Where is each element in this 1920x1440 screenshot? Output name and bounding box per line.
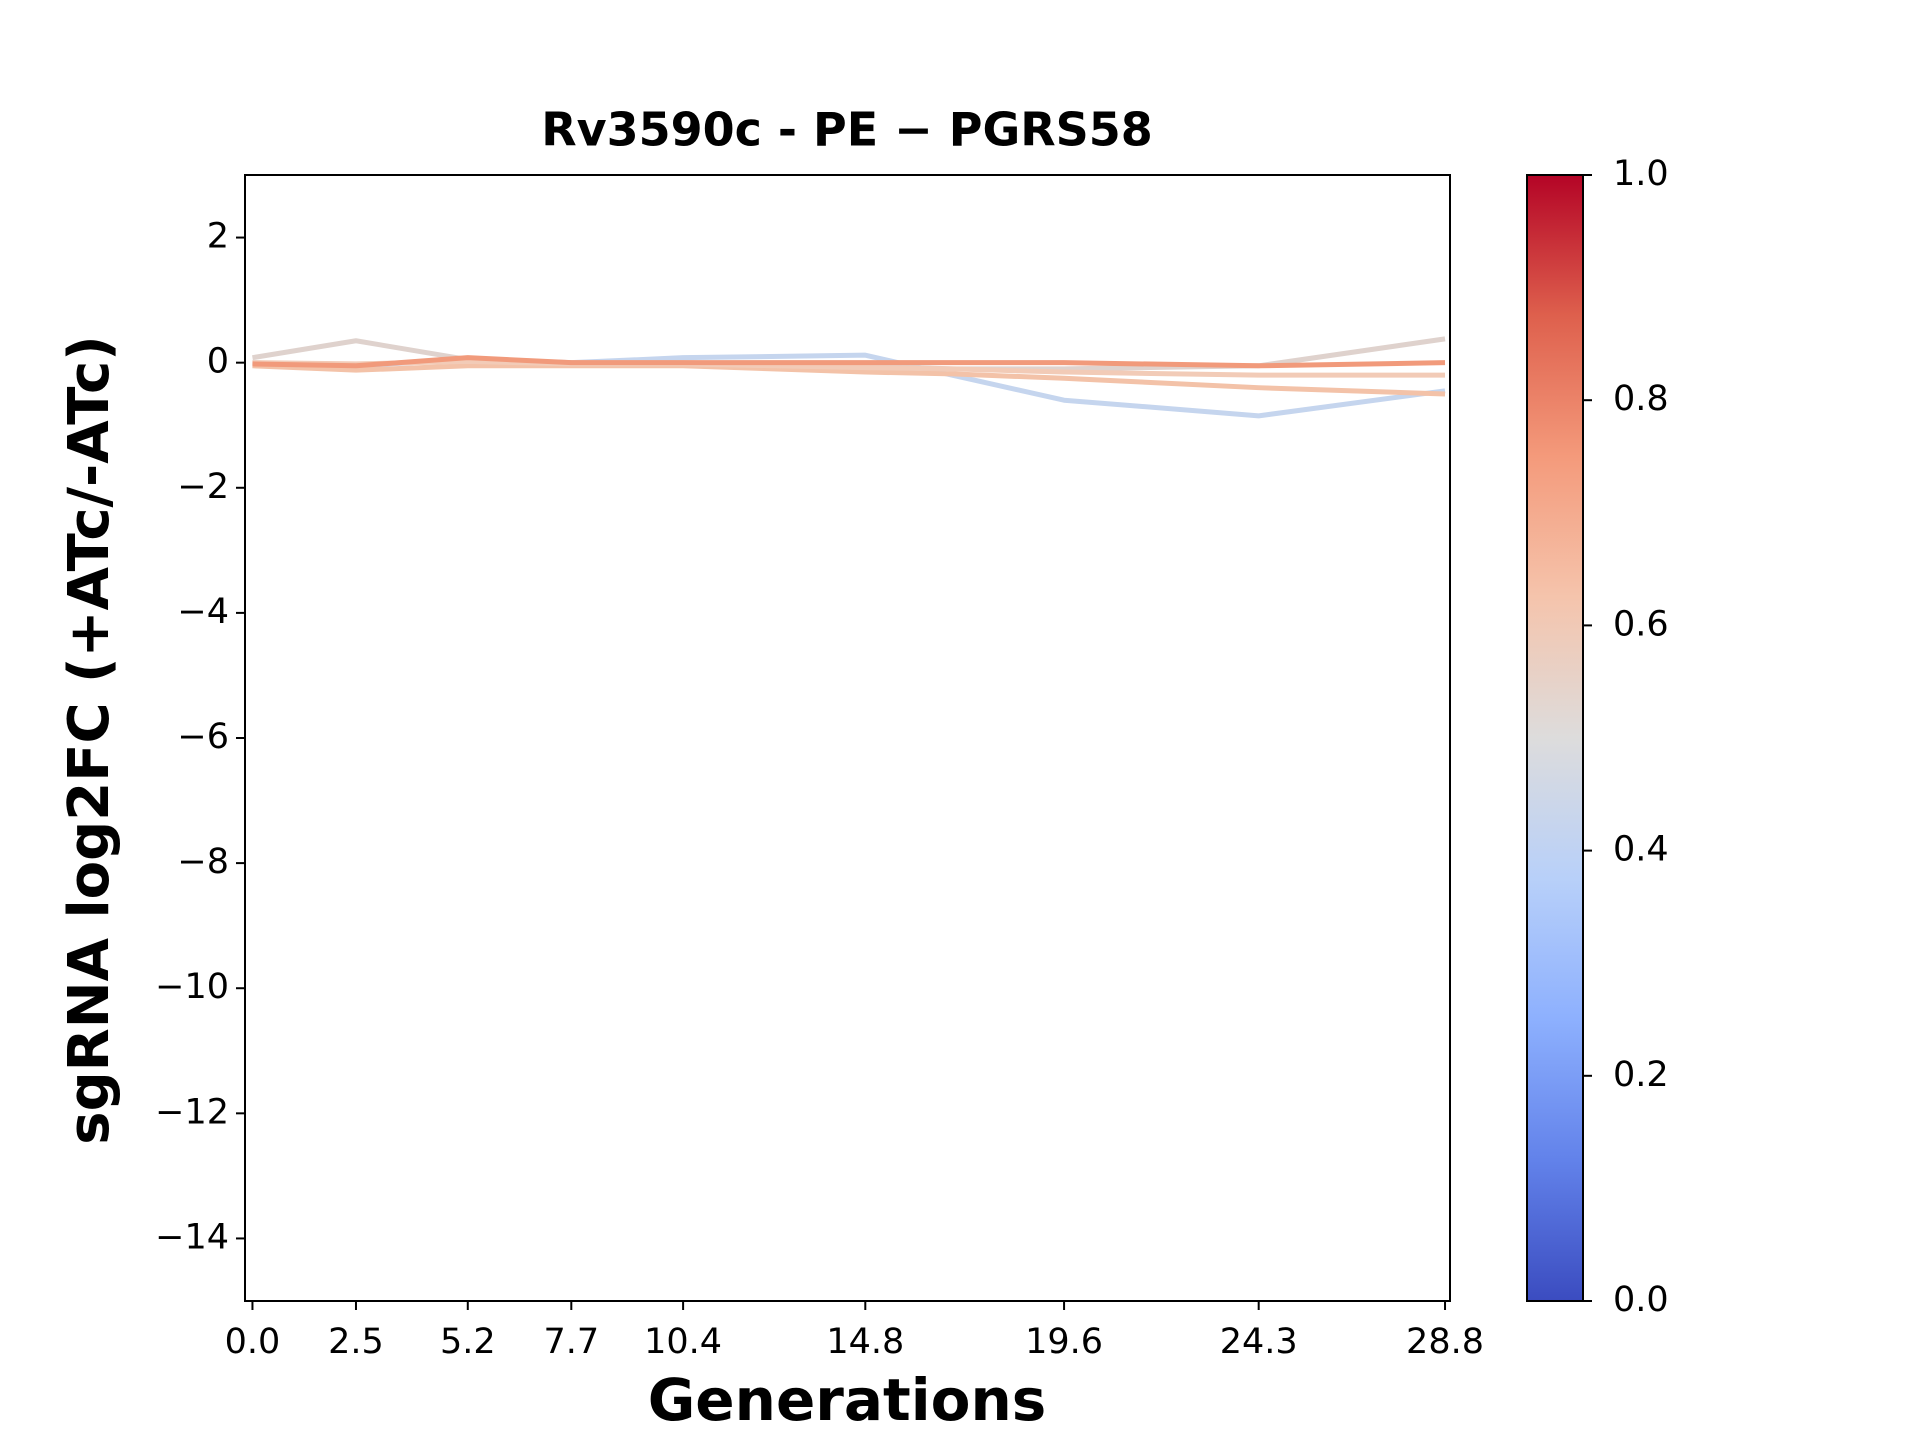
- x-tick-label: 7.7: [543, 1322, 599, 1362]
- y-tick-label: −2: [177, 467, 229, 507]
- x-axis-label: Generations: [648, 1366, 1047, 1434]
- chart-title: Rv3590c - PE − PGRS58: [541, 103, 1153, 157]
- x-tick-label: 28.8: [1406, 1322, 1484, 1362]
- colorbar-tick-label: 0.0: [1613, 1280, 1669, 1320]
- y-tick-label: −10: [155, 967, 229, 1007]
- y-tick-label: 0: [207, 342, 229, 382]
- x-tick-label: 19.6: [1025, 1322, 1103, 1362]
- colorbar-tick-label: 1.0: [1613, 154, 1669, 194]
- colorbar-tick-label: 0.2: [1613, 1055, 1669, 1095]
- x-tick-label: 10.4: [644, 1322, 722, 1362]
- series-line: [252, 355, 1446, 369]
- colorbar-tick-label: 0.8: [1613, 379, 1669, 419]
- y-tick-label: −12: [155, 1092, 229, 1132]
- plot-frame: [244, 174, 1451, 1302]
- x-tick-label: 2.5: [328, 1322, 384, 1362]
- colorbar: [1527, 175, 1583, 1301]
- x-tick-label: 0.0: [225, 1322, 281, 1362]
- colorbar-frame: [1526, 174, 1584, 1302]
- x-tick-label: 24.3: [1220, 1322, 1298, 1362]
- colorbar-tick-label: 0.4: [1613, 830, 1669, 870]
- y-tick-label: −14: [155, 1217, 229, 1257]
- x-tick-label: 14.8: [826, 1322, 904, 1362]
- x-tick-label: 5.2: [440, 1322, 496, 1362]
- y-tick-label: −6: [177, 717, 229, 757]
- y-tick-label: −4: [177, 592, 229, 632]
- y-tick-label: −8: [177, 842, 229, 882]
- y-tick-label: 2: [207, 217, 229, 257]
- colorbar-tick-label: 0.6: [1613, 604, 1669, 644]
- y-axis-label: sgRNA log2FC (+ATc/-ATc): [57, 335, 122, 1145]
- series-line: [252, 363, 1446, 397]
